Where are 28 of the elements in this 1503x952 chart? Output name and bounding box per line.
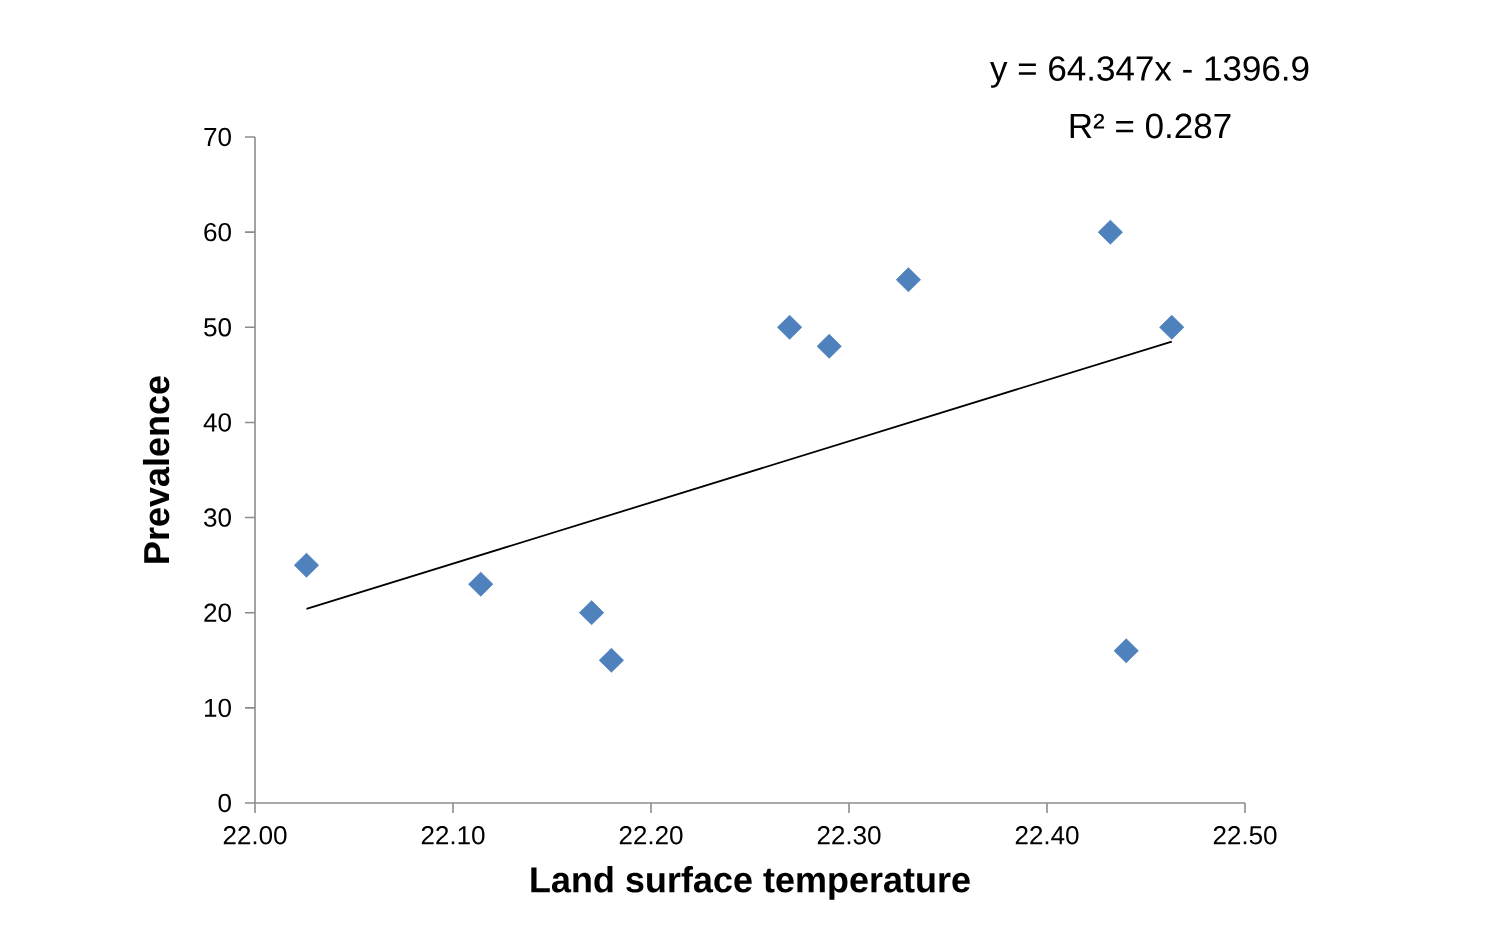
point <box>293 552 320 578</box>
x-tick-label: 22.10 <box>421 826 485 845</box>
x-tick-label: 22.20 <box>619 826 683 845</box>
x-axis-title: Land surface temperature <box>531 866 970 900</box>
x-tick-label: 22.00 <box>223 826 287 845</box>
point <box>579 600 605 626</box>
annotation: R² = 0.287 <box>1070 113 1231 139</box>
point <box>1113 638 1139 664</box>
y-tick-label: 20 <box>204 603 231 622</box>
point <box>468 571 494 597</box>
point <box>816 333 842 359</box>
y-tick-label: 10 <box>205 698 231 718</box>
x-tick-label: 22.40 <box>1015 826 1079 845</box>
y-tick-label: 70 <box>204 127 231 147</box>
x-tick-label: 22.30 <box>817 826 881 845</box>
point <box>895 267 921 293</box>
y-tick-label: 60 <box>204 222 231 242</box>
point <box>777 314 803 340</box>
point <box>598 647 624 673</box>
y-axis-title: Prevalence <box>142 376 170 563</box>
y-tick-label: 0 <box>218 793 231 813</box>
y-tick-label: 50 <box>204 318 231 337</box>
text: y = 64.347x - 1396.9 <box>990 56 1309 88</box>
point <box>1159 314 1185 340</box>
point <box>1097 219 1123 245</box>
y-tick-label: 40 <box>203 413 231 432</box>
y-tick-label: 30 <box>204 508 231 527</box>
x-tick-label: 22.50 <box>1213 826 1277 845</box>
